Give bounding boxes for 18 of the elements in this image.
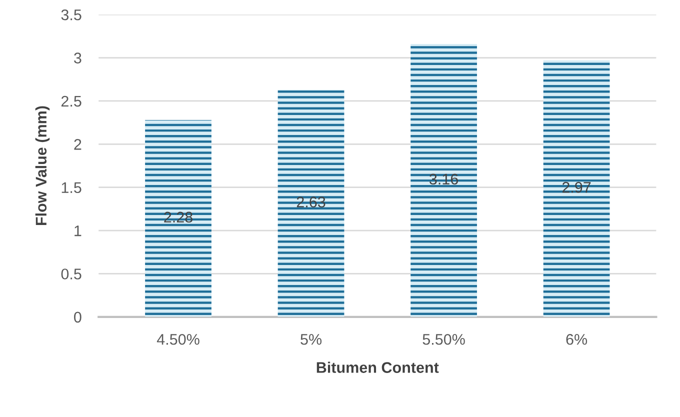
- y-tick-label: 3.5: [61, 9, 82, 20]
- x-tick-label: 5.50%: [422, 334, 465, 345]
- x-tick-label: 4.50%: [156, 334, 200, 345]
- y-tick-label: 0: [74, 312, 82, 323]
- x-tick-label: 5%: [300, 334, 322, 345]
- x-axis-title: Bitumen Content: [316, 362, 439, 373]
- y-tick-label: 1.5: [62, 182, 82, 194]
- bar: [145, 120, 212, 317]
- y-tick-label: 1: [74, 226, 82, 236]
- y-tick-label: 2.5: [61, 96, 82, 107]
- y-tick-label: 2: [74, 139, 82, 150]
- bar: [278, 90, 344, 317]
- y-axis-title: Flow Value (mm): [35, 106, 50, 226]
- y-tick-label: 3: [74, 52, 82, 64]
- bar: [543, 60, 610, 317]
- x-tick-label: 6%: [566, 334, 588, 345]
- y-tick-label: 0.5: [61, 268, 82, 280]
- bar: [410, 44, 477, 317]
